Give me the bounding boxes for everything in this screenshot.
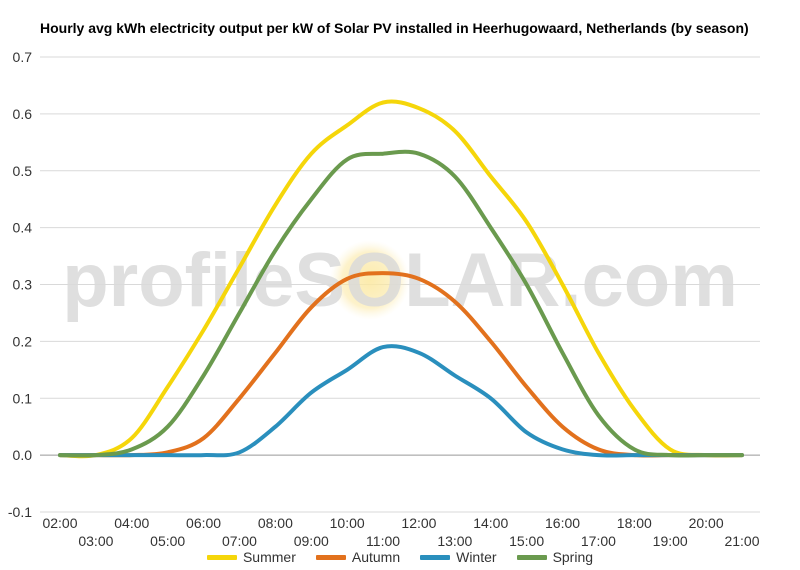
watermark-sun	[330, 240, 410, 320]
x-tick-label: 10:00	[330, 515, 365, 531]
x-tick-label: 09:00	[294, 533, 329, 548]
line-chart: profileSOLAR.com -0.1 0.0 0.1 0.2 0.3 0.4 0.5 0…	[8, 49, 760, 548]
y-tick-label: 0.0	[13, 447, 33, 463]
legend-label: Spring	[552, 549, 594, 565]
x-tick-label: 02:00	[42, 515, 77, 531]
x-tick-label: 06:00	[186, 515, 221, 531]
y-tick-label: 0.1	[13, 390, 33, 406]
x-tick-label: 12:00	[401, 515, 436, 531]
y-tick-label: -0.1	[8, 504, 32, 520]
legend-item-autumn[interactable]: Autumn	[315, 549, 401, 565]
x-tick-label: 14:00	[473, 515, 508, 531]
x-tick-label: 11:00	[366, 533, 400, 548]
legend-label: Summer	[242, 549, 296, 565]
watermark: profileSOLAR.com	[62, 238, 738, 323]
y-tick-label: 0.2	[13, 333, 33, 349]
legend-item-summer[interactable]: Summer	[206, 549, 296, 565]
legend-label: Autumn	[351, 549, 401, 565]
x-tick-label: 04:00	[114, 515, 149, 531]
x-tick-label: 13:00	[437, 533, 472, 548]
x-tick-label: 16:00	[545, 515, 580, 531]
axis-labels: -0.1 0.0 0.1 0.2 0.3 0.4 0.5 0.6 0.7 02:00 04:00 06…	[8, 49, 760, 548]
legend-swatch	[516, 554, 547, 560]
x-tick-label: 08:00	[258, 515, 293, 531]
x-tick-label: 20:00	[689, 515, 724, 531]
legend-swatch	[206, 554, 237, 560]
y-tick-label: 0.4	[13, 220, 33, 236]
x-tick-label: 21:00	[724, 533, 759, 548]
watermark-text: profileSOLAR.com	[62, 238, 738, 323]
legend-item-spring[interactable]: Spring	[516, 549, 594, 565]
x-tick-label: 19:00	[653, 533, 688, 548]
legend-swatch	[420, 554, 451, 560]
y-tick-label: 0.6	[13, 106, 33, 122]
chart-title: Hourly avg kWh electricity output per kW…	[40, 20, 749, 36]
series-line-spring	[58, 149, 744, 458]
x-tick-label: 17:00	[581, 533, 616, 548]
x-tick-label: 03:00	[78, 533, 113, 548]
legend-item-winter[interactable]: Winter	[420, 549, 497, 565]
series-line-winter	[58, 344, 744, 458]
legend: Summer Autumn Winter Spring	[0, 549, 800, 565]
x-tick-label: 05:00	[150, 533, 185, 548]
y-tick-label: 0.5	[13, 163, 33, 179]
x-tick-label: 07:00	[222, 533, 257, 548]
x-tick-label: 15:00	[509, 533, 544, 548]
series-line-summer	[58, 99, 744, 459]
y-tick-label: 0.7	[13, 49, 33, 65]
y-tick-label: 0.3	[13, 277, 33, 293]
legend-swatch	[315, 554, 346, 560]
series-lines	[58, 99, 744, 459]
legend-label: Winter	[456, 549, 497, 565]
x-tick-label: 18:00	[617, 515, 652, 531]
